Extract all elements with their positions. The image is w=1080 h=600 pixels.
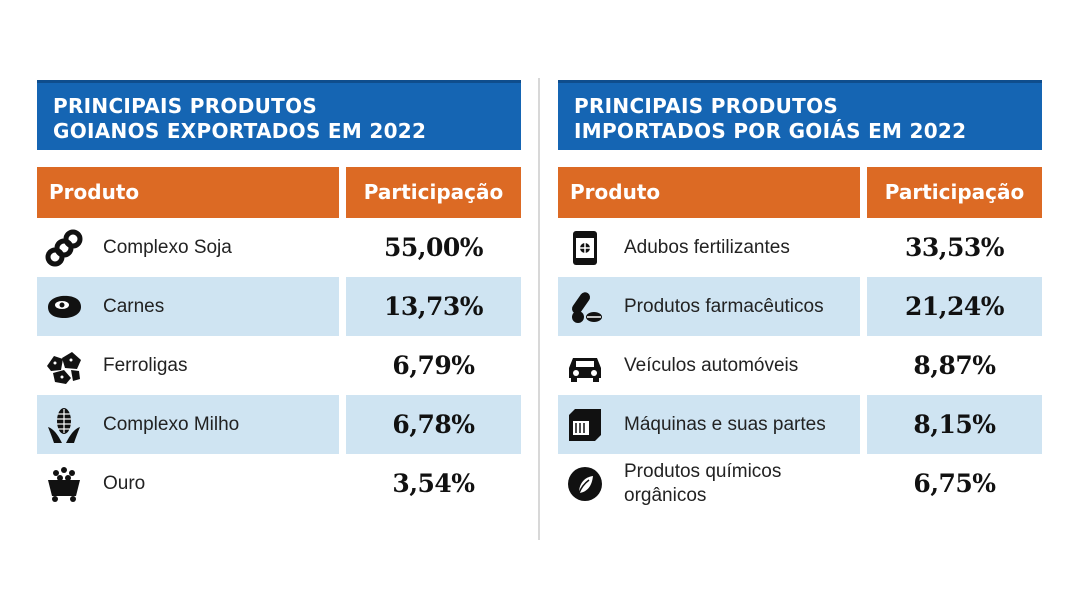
import-table-header: Produto Participação xyxy=(558,167,1042,218)
table-row: Produtos farmacêuticos 21,24% xyxy=(558,277,1042,336)
export-table-header: Produto Participação xyxy=(37,167,521,218)
meat-steak-icon xyxy=(41,284,87,330)
import-panel: PRINCIPAIS PRODUTOS IMPORTADOS POR GOIÁS… xyxy=(558,80,1042,513)
product-name: Adubos fertilizantes xyxy=(624,236,790,258)
table-row: Ferroligas 6,79% xyxy=(37,336,521,395)
product-share: 8,87% xyxy=(913,351,996,380)
product-name: Produtos químicos orgânicos xyxy=(624,460,782,506)
table-row: Máquinas e suas partes 8,15% xyxy=(558,395,1042,454)
import-col-share: Participação xyxy=(867,167,1042,218)
product-name: Ouro xyxy=(103,472,146,494)
fertilizer-bag-icon xyxy=(562,225,608,271)
import-title-line2: IMPORTADOS POR GOIÁS EM 2022 xyxy=(574,119,967,143)
import-title: PRINCIPAIS PRODUTOS IMPORTADOS POR GOIÁS… xyxy=(558,80,1042,150)
product-share: 6,75% xyxy=(913,469,996,498)
table-row: Veículos automóveis 8,87% xyxy=(558,336,1042,395)
corn-cob-icon xyxy=(41,402,87,448)
product-name: Ferroligas xyxy=(103,354,188,376)
product-share: 33,53% xyxy=(904,233,1005,262)
product-name: Máquinas e suas partes xyxy=(624,413,826,435)
export-panel: PRINCIPAIS PRODUTOS GOIANOS EXPORTADOS E… xyxy=(37,80,521,513)
table-row: Adubos fertilizantes 33,53% xyxy=(558,218,1042,277)
export-title: PRINCIPAIS PRODUTOS GOIANOS EXPORTADOS E… xyxy=(37,80,521,150)
machine-icon xyxy=(562,402,608,448)
product-share: 6,78% xyxy=(392,410,475,439)
export-title-line2: GOIANOS EXPORTADOS EM 2022 xyxy=(53,119,427,143)
export-title-line1: PRINCIPAIS PRODUTOS xyxy=(53,94,318,118)
import-title-line1: PRINCIPAIS PRODUTOS xyxy=(574,94,839,118)
export-col-share: Participação xyxy=(346,167,521,218)
table-row: Carnes 13,73% xyxy=(37,277,521,336)
product-share: 21,24% xyxy=(904,292,1005,321)
product-share: 3,54% xyxy=(392,469,475,498)
product-share: 13,73% xyxy=(383,292,484,321)
table-row: Complexo Soja 55,00% xyxy=(37,218,521,277)
product-share: 6,79% xyxy=(392,351,475,380)
car-icon xyxy=(562,343,608,389)
product-share: 55,00% xyxy=(383,233,484,262)
ore-rocks-icon xyxy=(41,343,87,389)
table-row: Complexo Milho 6,78% xyxy=(37,395,521,454)
product-name: Complexo Milho xyxy=(103,413,240,435)
leaf-flask-icon xyxy=(562,461,608,507)
product-share: 8,15% xyxy=(913,410,996,439)
panel-divider xyxy=(538,78,540,540)
import-table: Produto Participação Adubos fertilizante… xyxy=(558,167,1042,513)
product-name: Veículos automóveis xyxy=(624,354,799,376)
product-name: Carnes xyxy=(103,295,165,317)
pills-icon xyxy=(562,284,608,330)
export-table: Produto Participação Complexo Soja 55,00… xyxy=(37,167,521,513)
table-row: Ouro 3,54% xyxy=(37,454,521,513)
export-col-product: Produto xyxy=(37,167,339,218)
product-name: Complexo Soja xyxy=(103,236,232,258)
table-row: Produtos químicos orgânicos 6,75% xyxy=(558,454,1042,513)
soy-chain-icon xyxy=(41,225,87,271)
import-col-product: Produto xyxy=(558,167,860,218)
gold-cart-icon xyxy=(41,461,87,507)
product-name: Produtos farmacêuticos xyxy=(624,295,824,317)
